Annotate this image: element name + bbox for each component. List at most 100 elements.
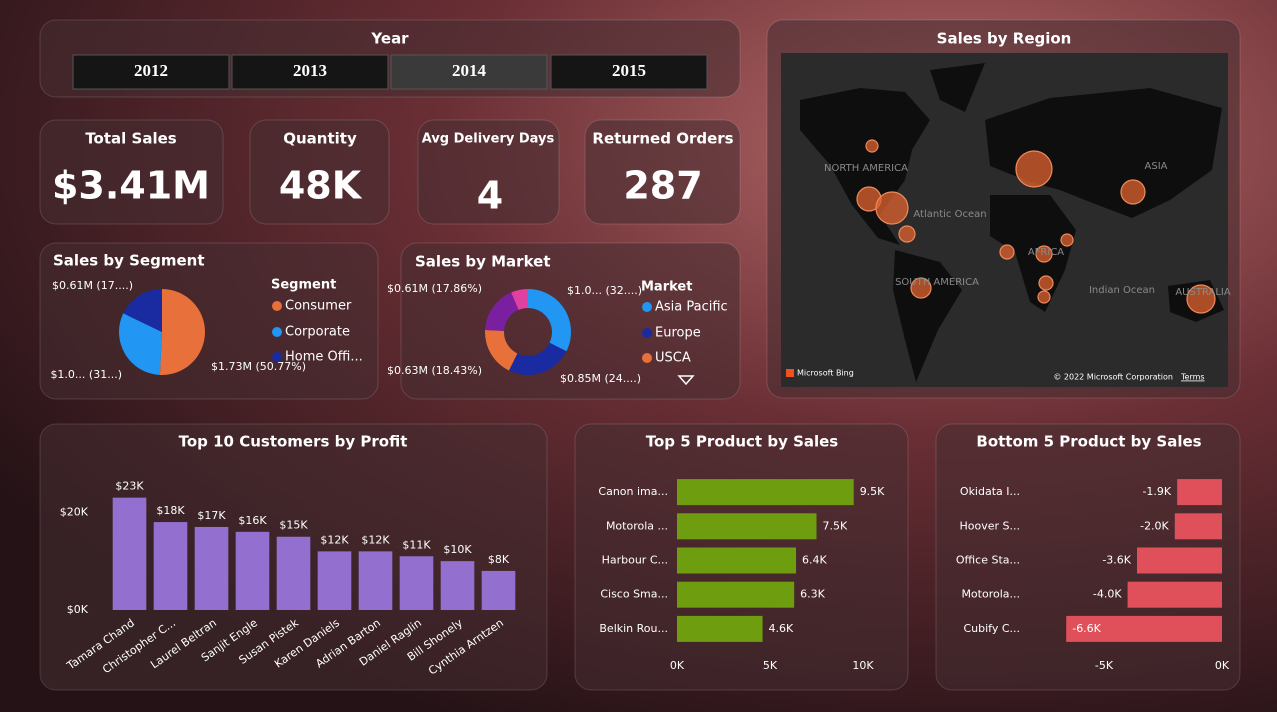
slice[interactable] <box>485 330 518 371</box>
map-copyright: © 2022 Microsoft Corporation <box>1053 373 1173 382</box>
y-tick-label: Okidata I... <box>960 485 1020 498</box>
map-bubble[interactable] <box>1015 150 1053 188</box>
bar[interactable] <box>153 522 188 610</box>
map-bubble[interactable] <box>999 244 1015 260</box>
slice[interactable] <box>508 342 567 375</box>
map-bubble[interactable] <box>1038 275 1054 291</box>
legend-swatch[interactable] <box>642 302 652 312</box>
bar[interactable] <box>1177 479 1222 506</box>
chart-title: Bottom 5 Product by Sales <box>976 433 1201 451</box>
slicer-button[interactable] <box>72 54 230 90</box>
legend-label[interactable]: USCA <box>655 351 691 366</box>
bar[interactable] <box>317 551 352 610</box>
map-bubble[interactable] <box>1186 284 1216 314</box>
y-tick-label: Cubify C... <box>963 622 1020 635</box>
kpi-title: Avg Delivery Days <box>422 132 555 147</box>
bar[interactable] <box>1174 513 1222 540</box>
map-bubble[interactable] <box>1035 245 1053 263</box>
kpi-value: 4 <box>477 174 503 218</box>
legend-label[interactable]: Consumer <box>285 299 352 314</box>
slice[interactable] <box>123 289 162 332</box>
slice[interactable] <box>119 313 162 375</box>
slice[interactable] <box>511 289 528 310</box>
bar[interactable] <box>1137 547 1222 574</box>
bar[interactable] <box>399 556 434 610</box>
kpi-card <box>249 119 390 225</box>
bar[interactable] <box>276 536 311 610</box>
data-label: $1.0... (31...) <box>50 368 122 381</box>
map-label: NORTH AMERICA <box>824 163 908 174</box>
x-tick-label: 0K <box>1215 659 1230 672</box>
legend-swatch[interactable] <box>272 327 282 337</box>
data-label: 9.5K <box>860 485 885 498</box>
legend-label[interactable]: Europe <box>655 326 701 341</box>
x-tick-label: 10K <box>852 659 874 672</box>
data-label: 6.4K <box>802 554 827 567</box>
bar[interactable] <box>677 513 817 540</box>
bar[interactable] <box>1127 581 1222 608</box>
map-bubble[interactable] <box>898 225 916 243</box>
map-label: Indian Ocean <box>1089 285 1155 296</box>
slicer-button[interactable] <box>231 54 389 90</box>
slicer-option[interactable]: 2013 <box>293 61 327 80</box>
chart-title: Sales by Segment <box>53 252 205 270</box>
slicer-button[interactable] <box>390 54 548 90</box>
data-label: $12K <box>320 533 349 546</box>
legend-swatch[interactable] <box>272 352 282 362</box>
bar[interactable] <box>677 615 763 642</box>
map-bubble[interactable] <box>865 139 879 153</box>
data-label: $18K <box>156 504 185 517</box>
slice[interactable] <box>159 289 206 375</box>
map-bubble[interactable] <box>1120 179 1146 205</box>
y-tick-label: Belkin Rou... <box>599 622 668 635</box>
map-bubble[interactable] <box>910 277 932 299</box>
legend-label[interactable]: Asia Pacific <box>655 300 728 315</box>
bar[interactable] <box>235 531 270 610</box>
bar[interactable] <box>677 479 854 506</box>
y-tick-label: Cisco Sma... <box>600 588 668 601</box>
legend-scroll-arrow[interactable] <box>677 375 695 386</box>
map-bubbles <box>856 139 1216 314</box>
bing-logo <box>786 369 794 377</box>
map-bubble[interactable] <box>1037 290 1051 304</box>
kpi-title: Quantity <box>283 130 357 148</box>
slice[interactable] <box>528 289 571 352</box>
map-bubble[interactable] <box>875 191 909 225</box>
y-tick-label: $20K <box>60 505 89 518</box>
data-label: $1.0... (32....) <box>567 284 642 297</box>
bar[interactable] <box>677 547 797 574</box>
legend-label[interactable]: Home Offi... <box>285 350 363 365</box>
slicer-option[interactable]: 2015 <box>612 61 646 80</box>
slice[interactable] <box>485 292 519 331</box>
kpi-value: 287 <box>623 164 702 208</box>
bar[interactable] <box>358 551 393 610</box>
legend-swatch[interactable] <box>272 301 282 311</box>
kpi-card <box>417 119 560 225</box>
bar[interactable] <box>440 561 475 610</box>
bar[interactable] <box>1066 615 1222 642</box>
legend-swatch[interactable] <box>642 328 652 338</box>
map-label: AUSTRALIA <box>1175 287 1231 298</box>
chart-title: Top 5 Product by Sales <box>646 433 839 451</box>
map-label: SOUTH AMERICA <box>895 277 979 288</box>
map-bubble[interactable] <box>1060 233 1074 247</box>
bar[interactable] <box>194 526 229 610</box>
map-title: Sales by Region <box>937 30 1072 48</box>
eurasia <box>985 88 1222 218</box>
bar[interactable] <box>677 581 795 608</box>
slicer-option[interactable]: 2014 <box>452 61 487 80</box>
y-tick-label: Hoover S... <box>960 519 1021 532</box>
map-attribution: Microsoft Bing <box>797 369 854 378</box>
data-label: -2.0K <box>1140 519 1169 532</box>
legend-label[interactable]: Corporate <box>285 325 350 340</box>
south-america <box>893 250 962 382</box>
legend-swatch[interactable] <box>642 353 652 363</box>
data-label: $17K <box>197 509 226 522</box>
map-terms-link[interactable]: Terms <box>1180 373 1205 382</box>
kpi-card <box>584 119 741 225</box>
bar[interactable] <box>481 570 516 610</box>
slicer-button[interactable] <box>550 54 708 90</box>
slicer-option[interactable]: 2012 <box>134 61 168 80</box>
bar[interactable] <box>112 497 147 610</box>
